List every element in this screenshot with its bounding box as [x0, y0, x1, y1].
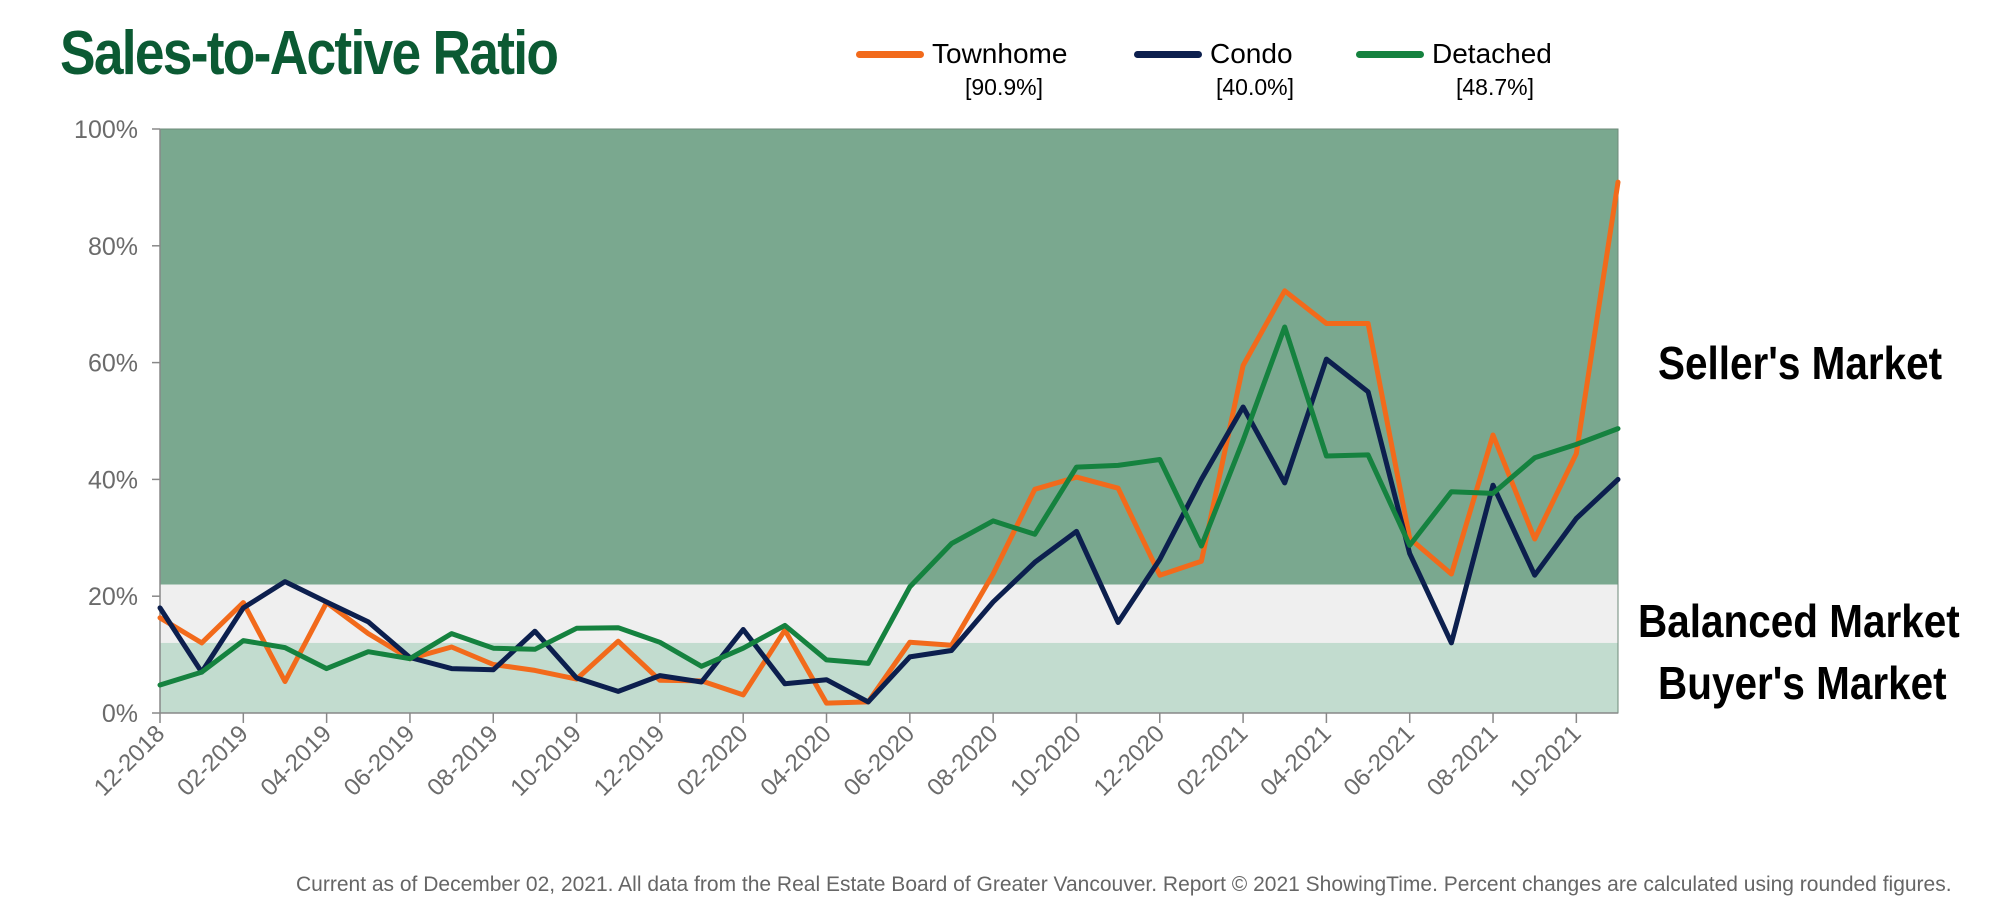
y-tick-label: 100%: [74, 116, 138, 144]
x-tick-label: 04-2019: [255, 720, 336, 801]
detached-series-line: [157, 324, 1621, 688]
x-tick-label: 12-2018: [89, 720, 170, 801]
x-tick-label: 06-2019: [339, 720, 420, 801]
detached-legend-label: Detached: [1432, 38, 1552, 69]
condo-legend-swatch: [1134, 50, 1202, 58]
townhome-legend-label: Townhome: [932, 38, 1068, 69]
legend-item-detached: Detached: [1356, 34, 1552, 74]
condo-legend-label: Condo: [1210, 38, 1293, 69]
condo-legend-value: [40.0%]: [1216, 74, 1294, 100]
condo-series-line: [157, 356, 1621, 705]
y-tick-label: 20%: [88, 583, 138, 611]
x-tick-label: 02-2020: [672, 720, 753, 801]
y-tick-label: 80%: [88, 233, 138, 261]
x-tick-label: 02-2019: [172, 720, 253, 801]
x-tick-label: 12-2020: [1089, 720, 1170, 801]
x-tick-label: 08-2020: [922, 720, 1003, 801]
balanced-market-label: Balanced Market: [1638, 595, 1960, 647]
x-tick-label: 04-2020: [755, 720, 836, 801]
x-tick-label: 06-2021: [1339, 720, 1420, 801]
legend-item-townhome: Townhome: [856, 34, 1067, 74]
townhome-legend-value: [90.9%]: [965, 74, 1043, 100]
detached-legend-swatch: [1356, 50, 1424, 58]
balanced-market-zone: [160, 584, 1618, 643]
x-tick-label: 02-2021: [1172, 720, 1253, 801]
buyers-market-label: Buyer's Market: [1658, 657, 1947, 709]
legend-item-condo: Condo: [1134, 34, 1293, 74]
x-tick-label: 10-2021: [1505, 720, 1586, 801]
x-tick-label: 04-2021: [1255, 720, 1336, 801]
chart-title: Sales-to-Active Ratio: [60, 19, 559, 88]
x-tick-label: 10-2019: [505, 720, 586, 801]
x-tick-label: 10-2020: [1005, 720, 1086, 801]
x-axis-ticks: 12-2018 02-2019 04-2019 06-2019 08-2019 10-20…: [89, 712, 1618, 802]
footnote: Current as of December 02, 2021. All dat…: [296, 873, 1952, 896]
y-tick-label: 0%: [102, 700, 138, 728]
y-axis-ticks: 0% 20% 40% 60% 80% 100%: [74, 116, 161, 728]
x-tick-label: 08-2019: [422, 720, 503, 801]
x-tick-label: 12-2019: [589, 720, 670, 801]
x-tick-label: 06-2020: [839, 720, 920, 801]
y-tick-label: 60%: [88, 350, 138, 378]
series-lines: [157, 179, 1621, 706]
y-tick-label: 40%: [88, 466, 138, 494]
sellers-market-label: Seller's Market: [1658, 337, 1943, 389]
sales-to-active-chart: 0% 20% 40% 60% 80% 100% 12-2018 02-2019 04-2019…: [74, 116, 1621, 802]
detached-legend-value: [48.7%]: [1456, 74, 1534, 100]
townhome-legend-swatch: [856, 50, 924, 58]
x-tick-label: 08-2021: [1422, 720, 1503, 801]
